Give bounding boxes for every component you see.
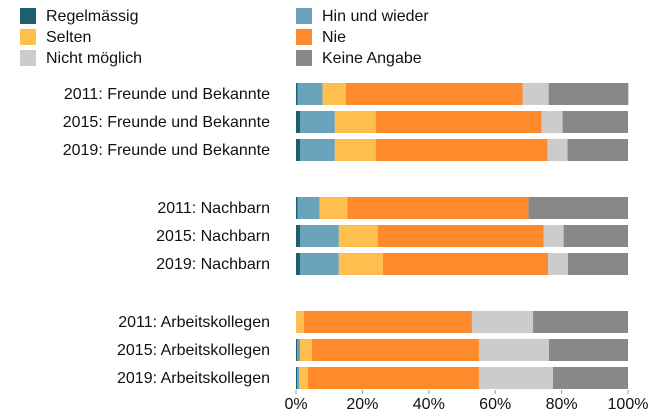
legend-swatch (296, 50, 312, 66)
legend-label: Hin und wieder (322, 8, 429, 25)
bar-segment (297, 83, 323, 105)
legend-swatch (20, 8, 36, 24)
y-tick-label: 2019: Arbeitskollegen (117, 370, 270, 387)
bar-segment (334, 139, 376, 161)
bar-segment (297, 197, 320, 219)
bar-segment (471, 311, 534, 333)
bar-segment (303, 311, 472, 333)
bar-segment (334, 111, 376, 133)
bar-segment (296, 367, 297, 389)
y-tick-label: 2015: Freunde und Bekannte (63, 114, 270, 131)
x-tick-label: 100% (608, 396, 649, 413)
bar-segment (563, 225, 628, 247)
bar-segment (338, 225, 378, 247)
bar-segment (296, 311, 304, 333)
bar-segment (548, 83, 629, 105)
bar-segment (547, 139, 568, 161)
bar-segment (296, 197, 298, 219)
bar-segment (299, 339, 312, 361)
y-tick-label: 2011: Nachbarn (157, 200, 270, 217)
x-tick-label: 20% (346, 396, 378, 413)
bar-segment (296, 367, 299, 389)
bar-segment (345, 83, 523, 105)
y-tick-label: 2015: Nachbarn (156, 228, 270, 245)
legend-label: Nie (322, 29, 346, 46)
legend-swatch (20, 50, 36, 66)
bar-segment (375, 139, 548, 161)
bar-segment (296, 139, 300, 161)
bar-segment (547, 253, 568, 275)
bar-segment (311, 339, 479, 361)
y-tick-label: 2011: Freunde und Bekannte (64, 86, 270, 103)
y-tick-label: 2015: Arbeitskollegen (117, 342, 270, 359)
bar-segment (296, 225, 300, 247)
bar-segment (382, 253, 548, 275)
bar-segment (299, 253, 339, 275)
x-tick-label: 40% (413, 396, 445, 413)
x-tick-label: 60% (479, 396, 511, 413)
legend-swatch (20, 29, 36, 45)
legend-label: Nicht möglich (46, 50, 142, 67)
bar-segment (296, 83, 298, 105)
legend-swatch (296, 29, 312, 45)
x-tick-label: 0% (284, 396, 307, 413)
bar-segment (567, 139, 628, 161)
bar-segment (307, 367, 479, 389)
bar-segment (543, 225, 564, 247)
y-tick-label: 2019: Nachbarn (156, 256, 270, 273)
bar-segment (541, 111, 563, 133)
bar-segment (552, 367, 628, 389)
legend-label: Selten (46, 29, 91, 46)
bar-segment (299, 139, 335, 161)
bar-segment (296, 111, 300, 133)
bar-segment (299, 111, 335, 133)
legend-swatch (296, 8, 312, 24)
bar-segment (347, 197, 529, 219)
bar-segment (338, 253, 383, 275)
bar-segment (522, 83, 549, 105)
bar-segment (562, 111, 628, 133)
bar-segment (319, 197, 348, 219)
bar-segment (296, 339, 300, 361)
bar-segment (528, 197, 628, 219)
bar-segment (296, 339, 297, 361)
bar-segment (567, 253, 628, 275)
bar-segment (375, 111, 542, 133)
x-tick-label: 80% (546, 396, 578, 413)
bar-segment (298, 367, 308, 389)
legend-label: Regelmässig (46, 8, 138, 25)
bar-segment (533, 311, 628, 333)
bar-segment (548, 339, 628, 361)
bar-segment (478, 367, 553, 389)
y-tick-label: 2019: Freunde und Bekannte (63, 142, 270, 159)
bar-segment (322, 83, 346, 105)
y-tick-label: 2011: Arbeitskollegen (118, 314, 270, 331)
legend-label: Keine Angabe (322, 50, 422, 67)
bar-segment (478, 339, 549, 361)
bar-segment (377, 225, 544, 247)
bar-segment (299, 225, 339, 247)
bar-segment (296, 253, 300, 275)
